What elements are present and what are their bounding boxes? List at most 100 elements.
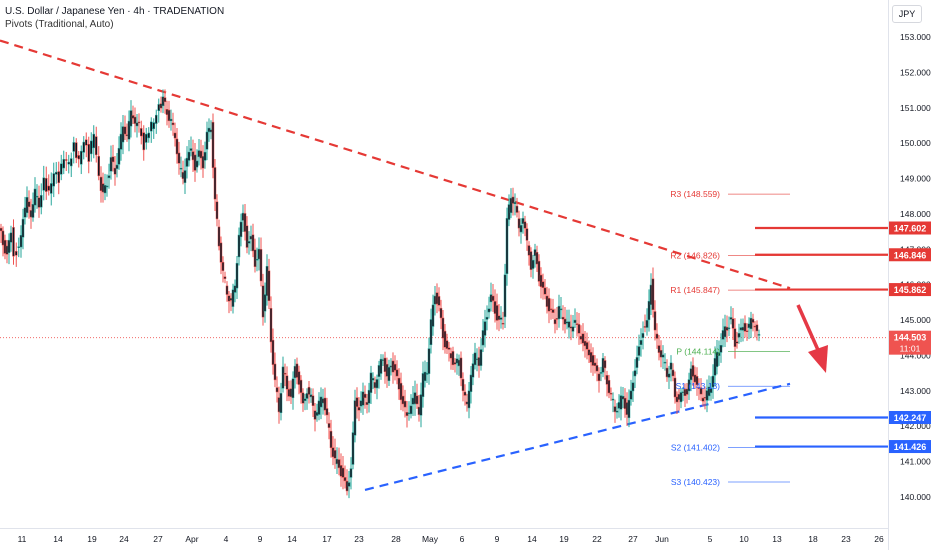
- candle-body: [593, 362, 597, 367]
- candle-body: [427, 348, 431, 374]
- candle-body: [315, 412, 319, 416]
- candle-body: [193, 154, 197, 171]
- candle-body: [613, 406, 617, 413]
- x-tick-label: 13: [772, 534, 782, 544]
- candle-body: [37, 197, 41, 208]
- candle-body: [753, 325, 757, 328]
- candle-body: [5, 245, 9, 255]
- candle-body: [725, 326, 729, 331]
- candle-body: [317, 400, 321, 415]
- y-tick-label: 150.000: [900, 138, 931, 148]
- x-tick-label: 5: [708, 534, 713, 544]
- x-tick-label: 23: [841, 534, 851, 544]
- candle-body: [55, 171, 58, 175]
- candle-body: [121, 126, 125, 143]
- candle-body: [177, 152, 181, 164]
- pivot-label-r2: R2 (146.826): [670, 250, 720, 260]
- candle-body: [737, 333, 741, 338]
- candle-body: [617, 402, 621, 409]
- candle-body: [519, 225, 523, 233]
- candle-body: [723, 326, 727, 338]
- candle-body: [235, 262, 239, 289]
- candle-body: [481, 330, 485, 346]
- candle-body: [739, 327, 743, 331]
- pivot-label-r1: R1 (145.847): [670, 285, 720, 295]
- candle-body: [371, 378, 375, 381]
- candle-body: [281, 366, 285, 389]
- candle-body: [689, 368, 693, 381]
- candle-body: [489, 294, 493, 303]
- candle-body: [233, 285, 237, 293]
- candle-body: [559, 308, 563, 311]
- x-tick-label: 14: [53, 534, 63, 544]
- candle-body: [431, 304, 435, 327]
- candle-body: [619, 395, 623, 410]
- resistance-trendline: [0, 39, 791, 290]
- candle-body: [255, 258, 259, 261]
- candle-body: [341, 467, 345, 478]
- candle-body: [463, 391, 467, 396]
- candle-body: [581, 333, 585, 344]
- y-tick-label: 148.000: [900, 209, 931, 219]
- candle-body: [62, 159, 65, 169]
- candle-body: [385, 363, 389, 377]
- candle-body: [451, 351, 455, 366]
- candle-body: [507, 204, 511, 220]
- candle-body: [323, 397, 327, 411]
- candle-body: [421, 373, 425, 397]
- candle-body: [241, 212, 245, 221]
- y-tick-label: 145.000: [900, 315, 931, 325]
- y-tick-label: 153.000: [900, 32, 931, 42]
- candle-body: [393, 363, 397, 371]
- candle-body: [425, 373, 429, 375]
- candle-body: [82, 141, 85, 153]
- candle-body: [223, 276, 227, 279]
- candle-body: [423, 371, 427, 382]
- candle-body: [719, 344, 723, 353]
- candle-body: [259, 249, 263, 282]
- candle-body: [291, 378, 295, 399]
- candle-body: [97, 155, 100, 177]
- candle-body: [727, 327, 731, 330]
- candle-body: [12, 227, 15, 257]
- candle-body: [713, 358, 717, 376]
- candle-body: [511, 196, 515, 204]
- candle-body: [19, 234, 23, 248]
- candle-body: [383, 357, 387, 372]
- candle-body: [541, 281, 545, 288]
- candle-body: [77, 155, 80, 160]
- candle-body: [375, 379, 379, 389]
- candle-body: [639, 339, 643, 346]
- candle-body: [263, 294, 267, 312]
- candle-body: [609, 393, 613, 395]
- candle-body: [603, 360, 607, 369]
- candle-body: [471, 363, 475, 378]
- candle-body: [15, 251, 18, 256]
- candle-body: [349, 468, 353, 478]
- currency-button[interactable]: JPY: [892, 5, 922, 23]
- candle-body: [695, 376, 699, 386]
- indicator-label[interactable]: Pivots (Traditional, Auto): [5, 19, 114, 30]
- candle-body: [563, 318, 567, 325]
- candle-body: [9, 232, 13, 243]
- candle-body: [523, 221, 527, 229]
- key-level-tag-label: 147.602: [894, 224, 927, 234]
- candle-body: [351, 432, 355, 465]
- candle-body: [75, 142, 78, 159]
- candle-body: [283, 372, 287, 375]
- candle-body: [219, 242, 223, 263]
- candle-body: [249, 235, 253, 240]
- candle-body: [21, 218, 25, 238]
- candle-body: [369, 372, 373, 393]
- candle-body: [635, 357, 639, 368]
- candle-body: [65, 159, 68, 161]
- candle-body: [645, 320, 649, 328]
- candle-body: [751, 318, 755, 323]
- candle-body: [741, 326, 745, 331]
- candle-body: [99, 176, 103, 191]
- candle-body: [497, 315, 501, 321]
- candle-body: [575, 323, 579, 325]
- candle-body: [221, 261, 225, 271]
- candle-body: [25, 197, 29, 214]
